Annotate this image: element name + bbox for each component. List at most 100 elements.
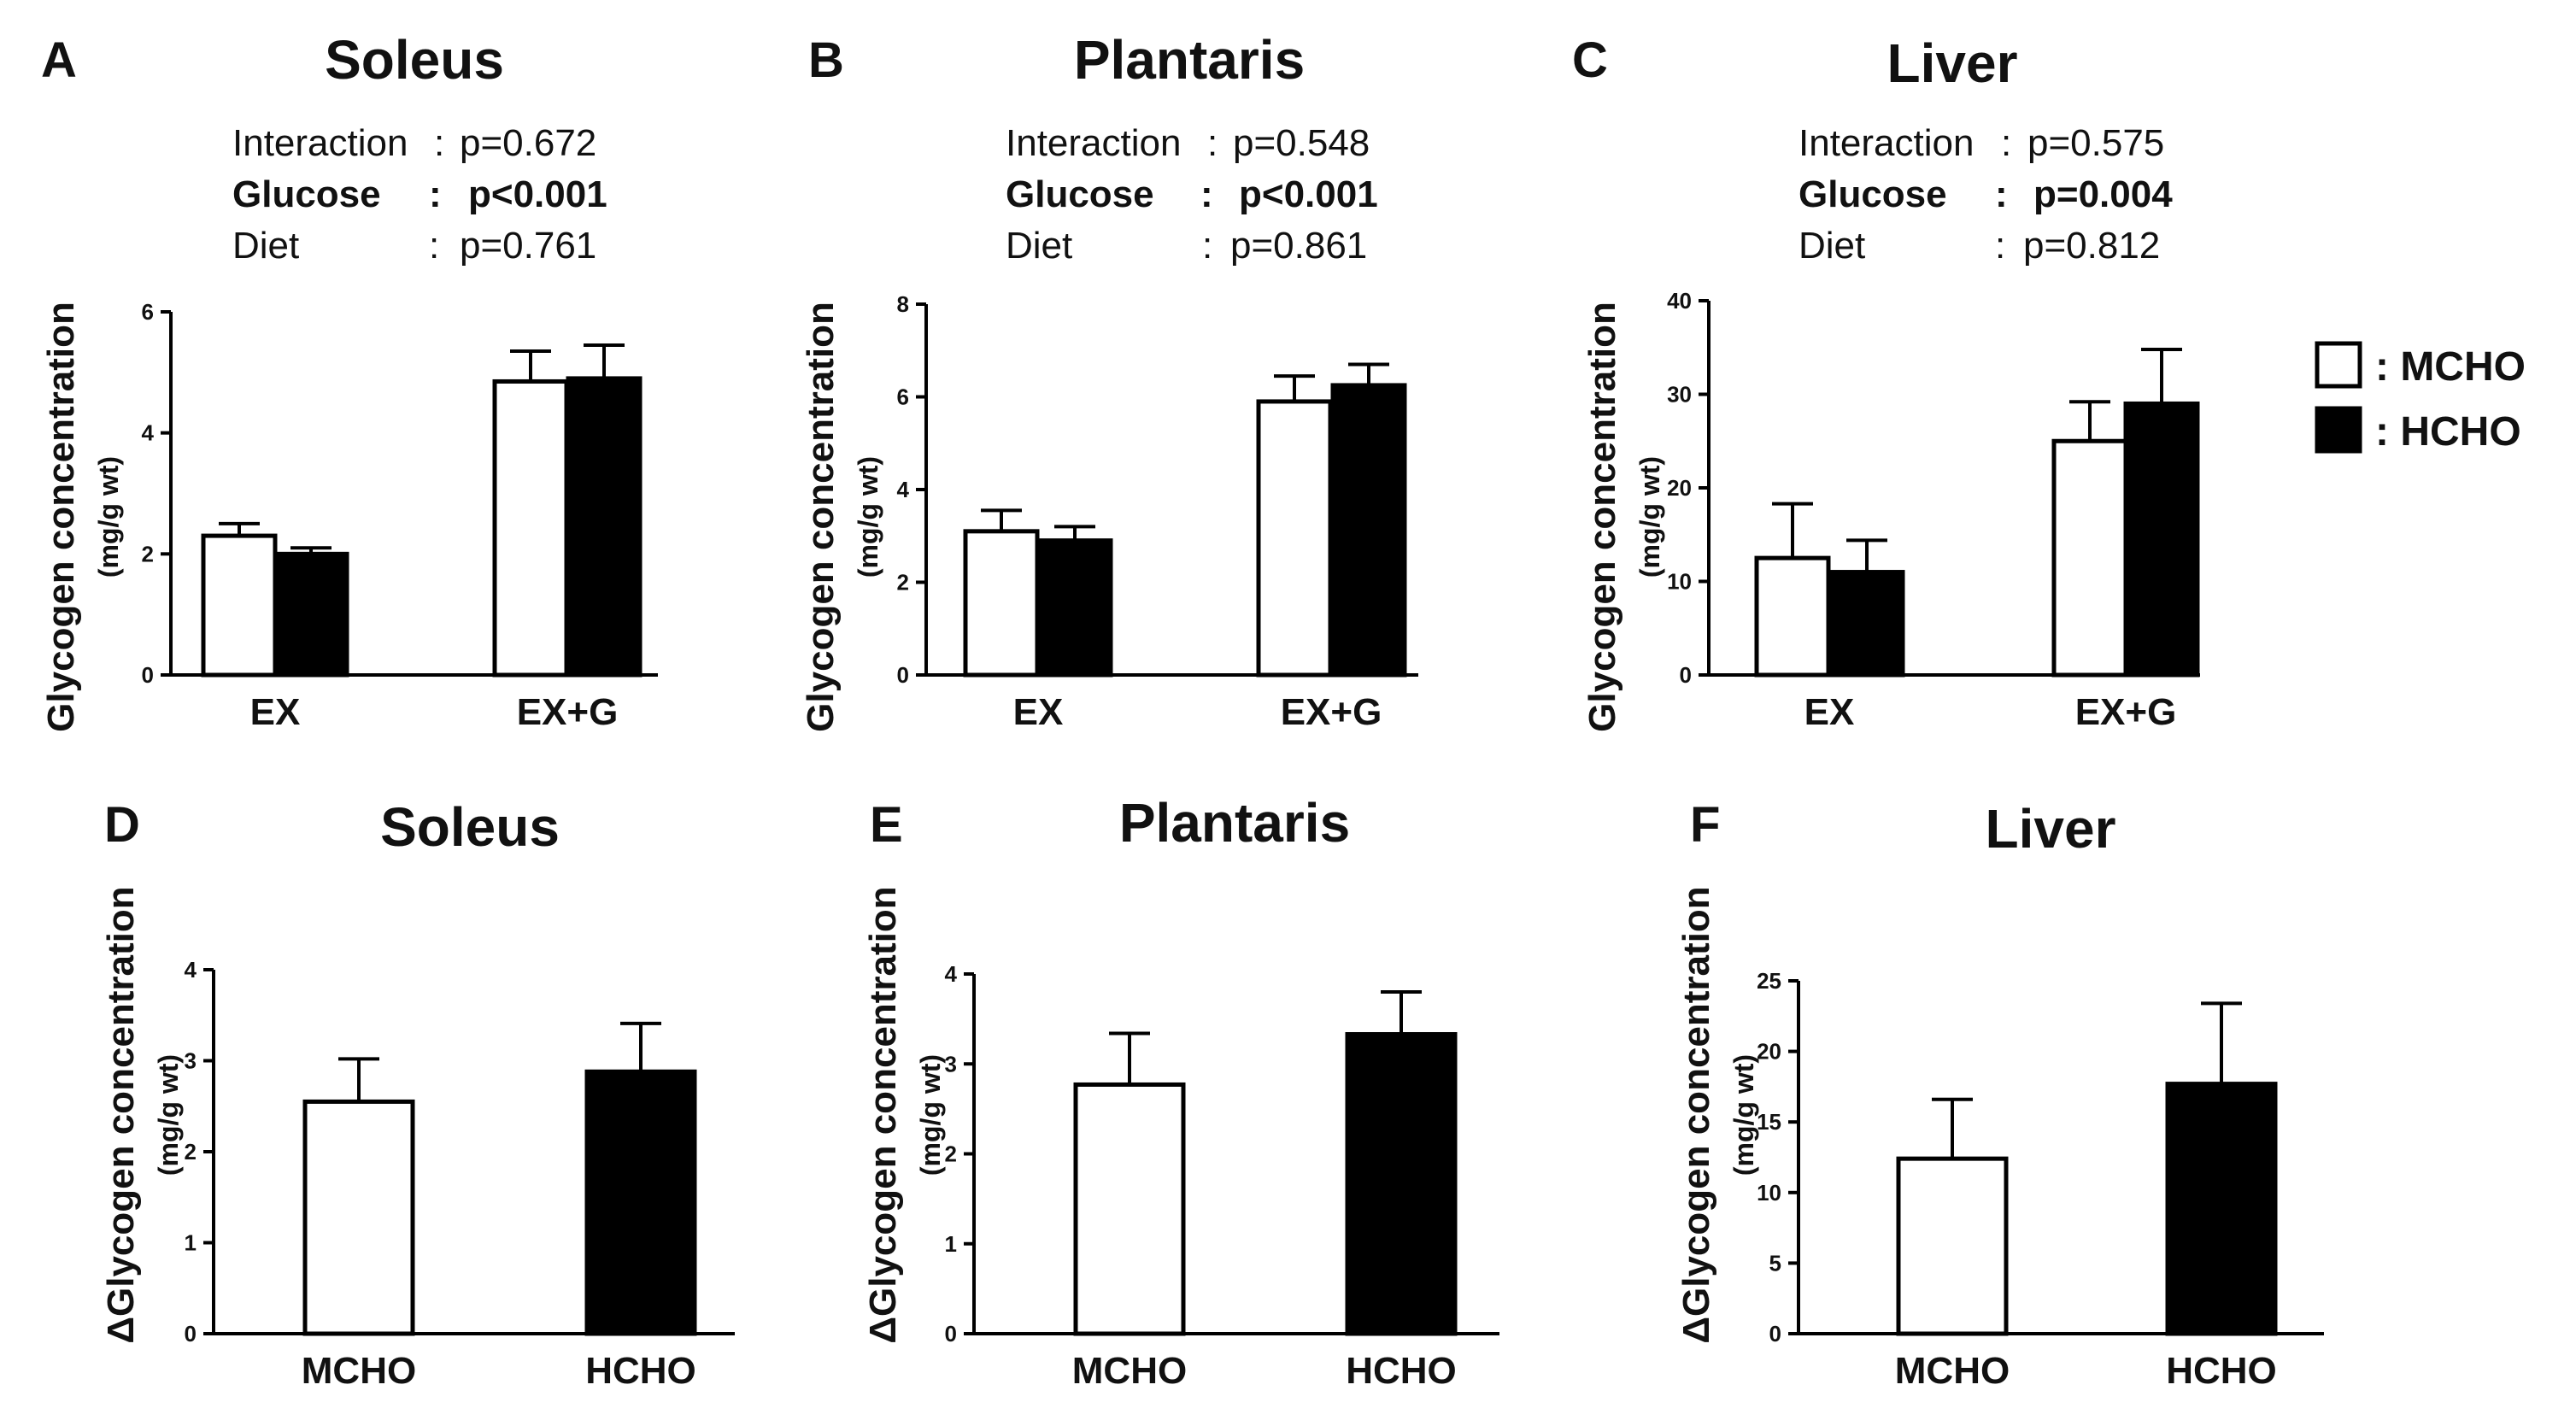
y-axis-unit-d: (mg/g wt) (153, 1054, 184, 1176)
stat-interaction-colon-b: : (1207, 122, 1218, 164)
panel-title-a: Soleus (325, 29, 504, 91)
y-axis-label-b: Glycogen concentration (800, 302, 842, 732)
x-category-label-d-hcho: HCHO (585, 1350, 696, 1392)
y-tick-label-f-5: 5 (1769, 1250, 1781, 1276)
panel-title-c: Liver (1887, 32, 2018, 94)
bar-b-ex-hcho (1036, 538, 1113, 678)
bar-e-hcho (1345, 1032, 1458, 1336)
stat-glucose-value-c: p=0.004 (2033, 173, 2173, 215)
y-tick-label-b-4: 4 (897, 477, 910, 502)
y-axis-label-c: Glycogen concentration (1581, 302, 1623, 732)
x-category-label-d-mcho: MCHO (302, 1350, 416, 1392)
y-axis-label-d: ΔGlycogen concentration (100, 886, 142, 1343)
y-tick-label-e-3: 3 (945, 1051, 957, 1077)
stat-interaction-label-a: Interaction (232, 122, 408, 164)
stat-diet-label-a: Diet (232, 225, 299, 267)
y-tick-label-c-0: 0 (1680, 662, 1692, 688)
y-tick-label-d-1: 1 (185, 1230, 197, 1256)
stat-glucose-colon-a: : (429, 173, 442, 215)
bar-c-explusg-hcho (2123, 401, 2200, 678)
plot-area-f: 0 5 10 15 20 25 MCHO HCHO (1757, 968, 2324, 1392)
x-category-label-c-explusg: EX+G (2075, 691, 2177, 733)
panel-letter-a: A (41, 32, 77, 88)
stat-diet-value-b: p=0.861 (1230, 225, 1367, 267)
x-category-label-a-explusg: EX+G (517, 691, 619, 733)
panel-e: E Plantaris ΔGlycogen concentration (mg/… (862, 792, 1499, 1392)
stat-glucose-value-b: p<0.001 (1239, 173, 1378, 215)
y-tick-label-c-20: 20 (1667, 475, 1692, 501)
stat-interaction-label-c: Interaction (1799, 122, 1974, 164)
y-tick-label-e-0: 0 (945, 1321, 957, 1347)
y-tick-label-e-4: 4 (945, 961, 958, 987)
panel-title-d: Soleus (380, 796, 560, 858)
bar-b-ex-mcho (963, 529, 1040, 678)
y-axis-unit-b: (mg/g wt) (853, 456, 883, 578)
stat-diet-label-b: Diet (1006, 225, 1072, 267)
legend-swatch-hcho (2315, 406, 2362, 454)
y-axis-label-e: ΔGlycogen concentration (862, 886, 904, 1343)
panel-a: A Soleus Interaction : p=0.672 Glucose :… (40, 29, 658, 733)
y-axis-unit-c: (mg/g wt) (1634, 456, 1665, 578)
stat-glucose-colon-b: : (1200, 173, 1213, 215)
y-tick-label-f-0: 0 (1769, 1321, 1781, 1347)
y-tick-label-d-4: 4 (185, 957, 197, 983)
stat-diet-value-c: p=0.812 (2023, 225, 2160, 267)
y-tick-label-a-4: 4 (142, 420, 155, 446)
panel-d: D Soleus ΔGlycogen concentration (mg/g w… (100, 796, 735, 1392)
stat-diet-value-a: p=0.761 (460, 225, 596, 267)
bar-b-explusg-mcho (1256, 399, 1333, 678)
stat-glucose-label-a: Glucose (232, 173, 381, 215)
bar-f-mcho (1896, 1156, 2009, 1336)
stat-interaction-value-a: p=0.672 (460, 122, 596, 164)
plot-area-d: 0 1 2 3 4 MCHO HCHO (185, 957, 735, 1392)
y-tick-label-e-2: 2 (945, 1141, 957, 1167)
y-tick-label-f-10: 10 (1757, 1180, 1781, 1206)
y-tick-label-b-2: 2 (897, 570, 909, 596)
y-tick-label-f-20: 20 (1757, 1039, 1781, 1065)
bar-b-explusg-hcho (1330, 383, 1407, 678)
panel-f: F Liver ΔGlycogen concentration (mg/g wt… (1675, 797, 2324, 1392)
bar-e-mcho (1073, 1082, 1186, 1336)
y-axis-unit-e: (mg/g wt) (915, 1054, 946, 1176)
stat-diet-colon-c: : (1995, 225, 2005, 267)
bar-a-explusg-mcho (492, 378, 569, 678)
bar-c-ex-hcho (1828, 570, 1905, 678)
bar-a-ex-mcho (201, 533, 278, 678)
stat-interaction-colon-c: : (2001, 122, 2011, 164)
x-category-label-b-explusg: EX+G (1281, 691, 1382, 733)
y-axis-label-a: Glycogen concentration (40, 302, 82, 732)
y-tick-label-f-15: 15 (1757, 1109, 1781, 1135)
bar-a-explusg-hcho (566, 376, 643, 678)
y-tick-label-b-6: 6 (897, 384, 909, 410)
stat-glucose-label-c: Glucose (1799, 173, 1947, 215)
x-category-label-f-hcho: HCHO (2166, 1350, 2277, 1392)
panel-letter-e: E (870, 797, 903, 853)
bar-c-explusg-mcho (2051, 438, 2128, 678)
stat-interaction-value-c: p=0.575 (2027, 122, 2164, 164)
plot-area-e: 0 1 2 3 4 MCHO HCHO (945, 961, 1499, 1392)
y-tick-label-b-8: 8 (897, 291, 909, 317)
stat-glucose-colon-c: : (1995, 173, 2008, 215)
y-axis-label-f: ΔGlycogen concentration (1675, 886, 1717, 1343)
stat-interaction-value-b: p=0.548 (1233, 122, 1370, 164)
plot-area-c: 0 10 20 30 40 EX EX+G (1667, 288, 2200, 733)
bar-f-hcho (2165, 1082, 2278, 1336)
y-tick-label-b-0: 0 (897, 662, 909, 688)
bar-d-mcho (302, 1099, 415, 1336)
y-tick-label-c-40: 40 (1667, 288, 1692, 314)
y-tick-label-a-2: 2 (142, 541, 154, 566)
bar-d-hcho (584, 1069, 697, 1336)
panel-title-b: Plantaris (1074, 29, 1305, 91)
y-tick-label-a-6: 6 (142, 299, 154, 325)
y-tick-label-d-0: 0 (185, 1321, 197, 1347)
plot-area-b: 0 2 4 6 8 EX EX+G (897, 291, 1418, 733)
stat-diet-colon-a: : (429, 225, 439, 267)
y-tick-label-a-0: 0 (142, 662, 154, 688)
stat-interaction-colon-a: : (434, 122, 444, 164)
y-tick-label-d-3: 3 (185, 1048, 197, 1074)
plot-area-a: 0 2 4 6 EX EX+G (142, 299, 658, 733)
y-tick-label-d-2: 2 (185, 1139, 197, 1165)
y-tick-label-e-1: 1 (945, 1231, 957, 1257)
stat-interaction-label-b: Interaction (1006, 122, 1181, 164)
